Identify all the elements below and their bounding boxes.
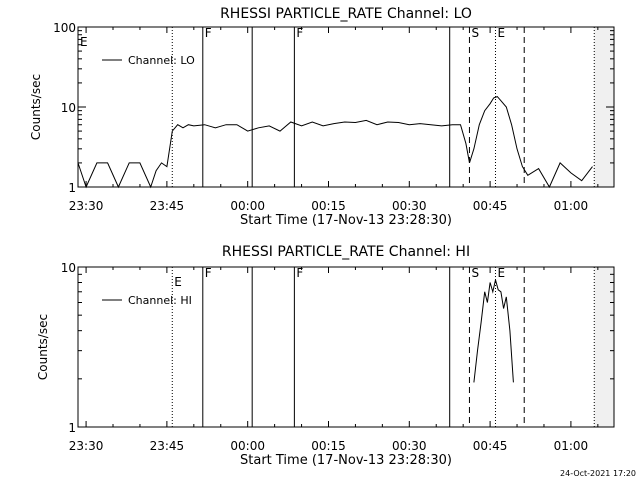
x-tick-label: 00:15 (311, 199, 346, 213)
x-axis-label: Start Time (17-Nov-13 23:28:30) (240, 213, 452, 228)
chart-title: RHESSI PARTICLE_RATE Channel: HI (222, 244, 470, 260)
y-tick-label: 1 (68, 181, 76, 195)
x-tick-label: 00:30 (392, 439, 427, 453)
series-line-0 (473, 279, 514, 383)
event-marker-label: F (296, 266, 303, 280)
event-marker-label: S (471, 266, 479, 280)
x-axis-label: Start Time (17-Nov-13 23:28:30) (240, 453, 452, 468)
event-marker-label: F (205, 266, 212, 280)
event-marker-label: S (471, 26, 479, 40)
y-tick-label: 100 (53, 21, 76, 35)
event-marker-label: E (80, 35, 88, 49)
legend-label: Channel: LO (128, 54, 195, 67)
legend-label: Channel: HI (128, 294, 192, 307)
night-shade (594, 267, 614, 427)
x-tick-label: 00:00 (230, 439, 265, 453)
x-tick-label: 01:00 (554, 439, 589, 453)
plot-frame (77, 266, 615, 428)
x-tick-label: 00:00 (230, 199, 265, 213)
x-tick-label: 01:00 (554, 199, 589, 213)
y-tick-label: 1 (68, 421, 76, 435)
x-tick-label: 00:45 (473, 199, 508, 213)
x-tick-label: 23:45 (150, 199, 185, 213)
night-shade (594, 27, 614, 187)
x-tick-label: 00:45 (473, 439, 508, 453)
plot-frame (77, 26, 615, 188)
x-tick-label: 23:30 (69, 439, 104, 453)
event-marker-label: E (497, 266, 505, 280)
x-tick-label: 00:30 (392, 199, 427, 213)
event-marker-label: E (174, 275, 182, 289)
y-axis-label: Counts/sec (36, 314, 50, 380)
y-tick-label: 10 (61, 101, 76, 115)
event-marker-label: F (205, 26, 212, 40)
chart-panel-0: RHESSI PARTICLE_RATE Channel: LO Counts/s… (29, 6, 615, 228)
footer-timestamp: 24-Oct-2021 17:20 (560, 469, 636, 478)
chart-title: RHESSI PARTICLE_RATE Channel: LO (220, 6, 472, 22)
event-marker-label: F (296, 26, 303, 40)
chart-panel-1: RHESSI PARTICLE_RATE Channel: HI Counts/s… (36, 244, 615, 468)
panels-root: RHESSI PARTICLE_RATE Channel: LO Counts/s… (29, 6, 615, 468)
x-tick-label: 00:15 (311, 439, 346, 453)
x-tick-label: 23:45 (150, 439, 185, 453)
y-axis-label: Counts/sec (29, 74, 43, 140)
series-line-0 (77, 96, 593, 189)
x-tick-label: 23:30 (69, 199, 104, 213)
y-tick-label: 10 (61, 261, 76, 275)
event-marker-label: E (497, 26, 505, 40)
